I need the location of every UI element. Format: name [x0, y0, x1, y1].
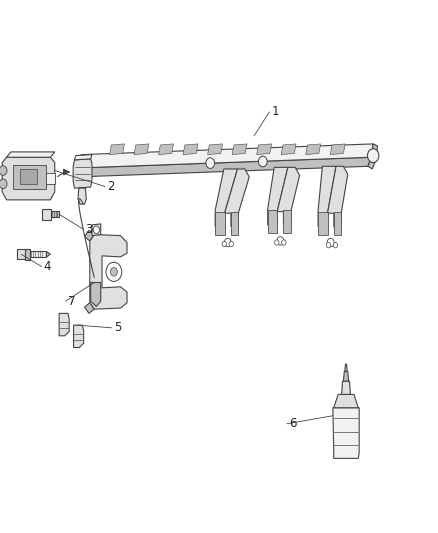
Circle shape [327, 238, 334, 247]
Polygon shape [283, 210, 291, 233]
Polygon shape [215, 212, 225, 235]
Polygon shape [318, 212, 328, 235]
Text: 6: 6 [289, 417, 297, 430]
Polygon shape [134, 144, 149, 155]
Polygon shape [215, 169, 237, 227]
Polygon shape [334, 212, 341, 235]
Polygon shape [46, 173, 55, 184]
Polygon shape [368, 144, 378, 169]
Polygon shape [13, 165, 46, 189]
Polygon shape [159, 144, 173, 155]
Polygon shape [20, 169, 37, 184]
Polygon shape [77, 157, 371, 177]
Text: 7: 7 [68, 295, 75, 308]
Circle shape [229, 241, 233, 247]
Polygon shape [74, 325, 84, 348]
Polygon shape [42, 209, 51, 220]
Circle shape [93, 226, 99, 233]
Polygon shape [80, 144, 373, 168]
Polygon shape [78, 188, 86, 204]
Polygon shape [268, 167, 288, 225]
Polygon shape [231, 212, 238, 235]
Polygon shape [85, 303, 94, 313]
Polygon shape [183, 144, 198, 155]
Polygon shape [318, 166, 336, 227]
Circle shape [333, 243, 338, 248]
Polygon shape [225, 169, 249, 227]
Polygon shape [91, 282, 101, 306]
Polygon shape [342, 381, 350, 394]
Circle shape [224, 238, 231, 247]
Polygon shape [59, 313, 69, 336]
Polygon shape [110, 144, 124, 155]
Polygon shape [277, 167, 300, 225]
Text: 2: 2 [107, 180, 115, 193]
Polygon shape [7, 152, 55, 157]
Circle shape [0, 166, 7, 175]
Text: 5: 5 [114, 321, 121, 334]
Circle shape [0, 179, 7, 189]
Circle shape [206, 158, 215, 168]
Polygon shape [2, 157, 55, 200]
Circle shape [275, 240, 279, 245]
Circle shape [326, 243, 331, 248]
Circle shape [106, 262, 122, 281]
Polygon shape [330, 144, 345, 155]
Polygon shape [268, 210, 277, 233]
Polygon shape [306, 144, 321, 155]
Polygon shape [257, 144, 272, 155]
Polygon shape [25, 249, 30, 260]
Circle shape [222, 241, 226, 247]
Circle shape [277, 237, 284, 245]
Polygon shape [281, 144, 296, 155]
Circle shape [367, 149, 379, 163]
Text: 4: 4 [44, 260, 51, 273]
Polygon shape [90, 235, 127, 309]
Polygon shape [334, 394, 358, 408]
Polygon shape [345, 364, 347, 372]
Polygon shape [333, 408, 359, 458]
Polygon shape [46, 252, 50, 257]
Circle shape [258, 156, 267, 167]
Polygon shape [232, 144, 247, 155]
Text: 1: 1 [272, 106, 279, 118]
Polygon shape [343, 372, 349, 381]
Polygon shape [51, 211, 59, 217]
Polygon shape [17, 249, 25, 259]
Text: 3: 3 [85, 223, 93, 236]
Polygon shape [85, 230, 94, 241]
Polygon shape [30, 251, 46, 257]
Polygon shape [92, 224, 101, 236]
Polygon shape [73, 159, 92, 188]
Circle shape [110, 268, 117, 276]
Polygon shape [328, 166, 348, 227]
Circle shape [282, 240, 286, 245]
Polygon shape [208, 144, 223, 155]
Polygon shape [74, 155, 92, 160]
Polygon shape [74, 155, 82, 178]
